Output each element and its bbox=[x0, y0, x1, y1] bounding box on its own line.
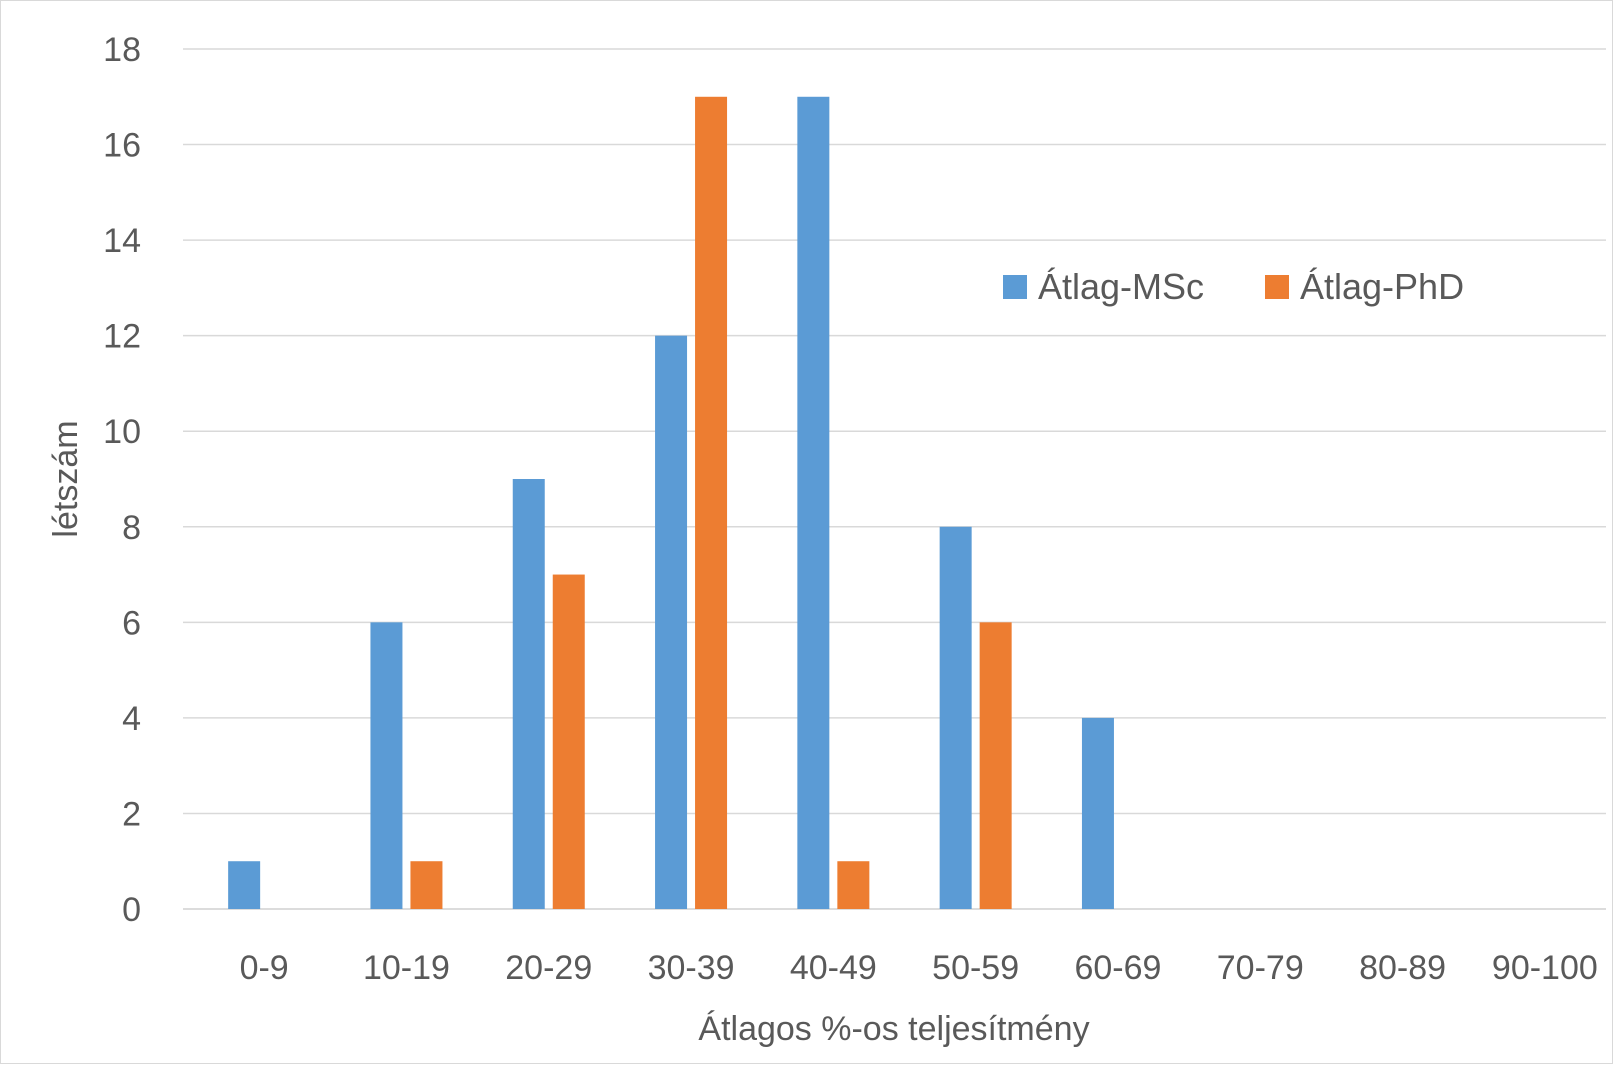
y-tick-label: 12 bbox=[103, 318, 141, 356]
x-tick-label: 50-59 bbox=[932, 949, 1019, 987]
legend-swatch-msc bbox=[1003, 275, 1027, 299]
x-axis-ticks: 0-9 10-19 20-29 30-39 40-49 50-59 60-69 70-79 80… bbox=[240, 949, 1598, 987]
y-tick-label: 4 bbox=[122, 700, 141, 738]
y-tick-label: 10 bbox=[103, 413, 141, 451]
bar-msc bbox=[939, 526, 972, 909]
legend-label-msc: Átlag-MSc bbox=[1038, 266, 1204, 307]
x-tick-label: 60-69 bbox=[1074, 949, 1161, 987]
y-tick-label: 14 bbox=[103, 222, 141, 260]
gridlines bbox=[183, 48, 1606, 910]
y-tick-label: 6 bbox=[122, 604, 141, 642]
bar-msc bbox=[797, 96, 830, 910]
y-axis-title: létszám bbox=[47, 420, 85, 537]
bar-phd bbox=[695, 96, 728, 910]
y-tick-label: 8 bbox=[122, 509, 141, 547]
x-tick-label: 30-39 bbox=[648, 949, 735, 987]
legend: Átlag-MSc Átlag-PhD bbox=[1003, 266, 1464, 307]
bar-phd bbox=[552, 574, 585, 909]
bar-msc bbox=[370, 622, 403, 909]
x-tick-label: 40-49 bbox=[790, 949, 877, 987]
legend-label-phd: Átlag-PhD bbox=[1300, 266, 1464, 307]
x-tick-label: 70-79 bbox=[1217, 949, 1304, 987]
bar-msc bbox=[228, 861, 261, 909]
x-tick-label: 10-19 bbox=[363, 949, 450, 987]
bars bbox=[228, 96, 1114, 910]
bar-phd bbox=[410, 861, 443, 909]
y-tick-label: 2 bbox=[122, 795, 141, 833]
x-tick-label: 90-100 bbox=[1492, 949, 1598, 987]
legend-swatch-phd bbox=[1265, 275, 1289, 299]
x-tick-label: 80-89 bbox=[1359, 949, 1446, 987]
y-axis-ticks: 0 2 4 6 8 10 12 14 16 18 bbox=[103, 31, 141, 929]
bar-msc bbox=[1081, 717, 1114, 909]
x-tick-label: 0-9 bbox=[240, 949, 289, 987]
y-tick-label: 16 bbox=[103, 127, 141, 165]
bar-msc bbox=[655, 335, 688, 910]
bar-msc bbox=[512, 479, 545, 909]
x-axis-title: Átlagos %-os teljesítmény bbox=[698, 1010, 1089, 1048]
y-tick-label: 18 bbox=[103, 31, 141, 69]
bar-phd bbox=[979, 622, 1012, 909]
bar-phd bbox=[837, 861, 870, 909]
y-tick-label: 0 bbox=[122, 891, 141, 929]
x-tick-label: 20-29 bbox=[505, 949, 592, 987]
